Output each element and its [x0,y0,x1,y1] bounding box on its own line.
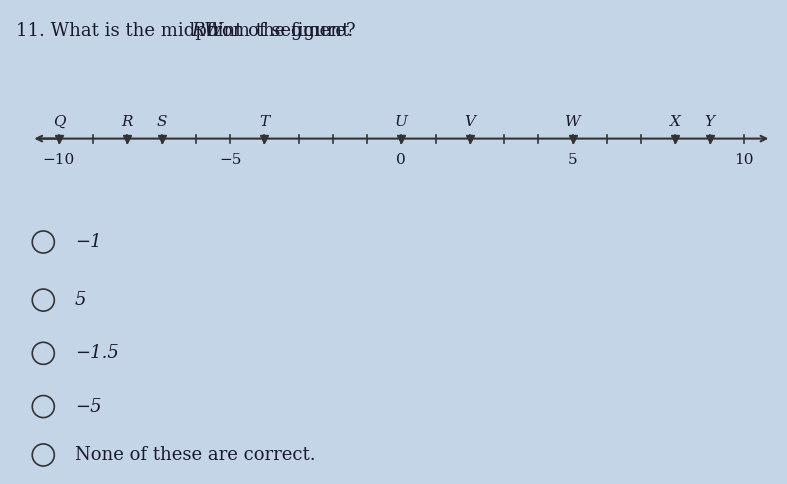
Text: Y: Y [704,115,715,129]
Text: −10: −10 [42,153,75,167]
Text: T: T [259,115,269,129]
Text: 5: 5 [75,291,87,309]
Text: −1.5: −1.5 [75,344,119,363]
Text: W: W [565,115,581,129]
Text: X: X [670,115,681,129]
Text: S: S [157,115,167,129]
Text: 5: 5 [567,153,578,167]
Text: RW: RW [191,22,223,40]
Text: None of these are correct.: None of these are correct. [75,446,316,464]
Text: 10: 10 [734,153,754,167]
Text: 11. What is the midpoint of segment: 11. What is the midpoint of segment [16,22,355,40]
Text: 0: 0 [397,153,406,167]
Text: V: V [464,115,475,129]
Text: from the figure?: from the figure? [201,22,356,40]
Text: Q: Q [53,115,65,129]
Text: U: U [395,115,408,129]
Text: −5: −5 [75,397,102,416]
Text: −1: −1 [75,233,102,251]
Text: −5: −5 [219,153,242,167]
Text: R: R [122,115,133,129]
